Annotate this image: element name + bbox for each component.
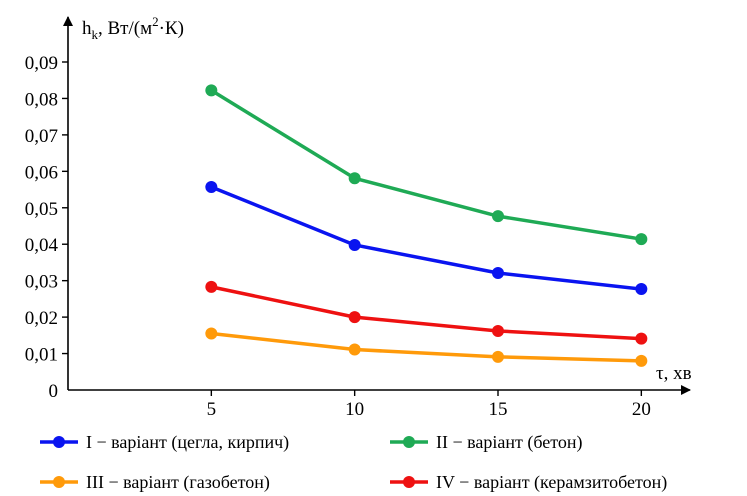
- y-tick-label: 0: [49, 381, 59, 402]
- legend-item: I − варіант (цегла, кирпич): [40, 432, 289, 453]
- legend: I − варіант (цегла, кирпич) II − варіант …: [40, 432, 667, 493]
- axes: [63, 16, 691, 395]
- data-point: [635, 283, 648, 296]
- legend-marker: [403, 436, 415, 448]
- data-point: [635, 354, 648, 367]
- legend-item: IV − варіант (керамзитобетон): [390, 472, 667, 493]
- x-tick-label: 15: [489, 399, 508, 420]
- series-layer: [205, 84, 648, 367]
- legend-label: II − варіант (бетон): [436, 432, 583, 453]
- y-tick-label: 0,04: [25, 235, 59, 256]
- x-tick-label: 5: [207, 399, 217, 420]
- data-point: [635, 233, 648, 246]
- series-1: [205, 181, 648, 296]
- y-tick-label: 0,02: [25, 308, 58, 329]
- data-point: [205, 327, 218, 340]
- y-axis-units-end: ·К): [159, 18, 184, 39]
- y-tick-label: 0,06: [25, 162, 58, 183]
- y-tick-label: 0,08: [25, 89, 58, 110]
- x-tick-label: 10: [345, 399, 364, 420]
- series-line: [210, 185, 642, 291]
- data-point: [348, 238, 361, 251]
- series-line: [210, 88, 642, 241]
- x-tick-label: 20: [632, 399, 651, 420]
- data-point: [348, 311, 361, 324]
- series-2: [205, 84, 648, 246]
- legend-item: III − варіант (газобетон): [40, 472, 270, 493]
- legend-marker: [53, 436, 65, 448]
- data-point: [205, 280, 218, 293]
- y-axis-symbol-subscript: k: [92, 27, 99, 42]
- series-4: [205, 280, 648, 345]
- legend-marker: [53, 476, 65, 488]
- legend-item: II − варіант (бетон): [390, 432, 583, 453]
- y-axis-title: hk, Вт/(м2·К): [82, 14, 184, 42]
- data-point: [635, 332, 648, 345]
- y-tick-label: 0,09: [25, 53, 58, 74]
- y-tick-label: 0,07: [25, 126, 58, 147]
- y-tick-label: 0,01: [25, 345, 58, 366]
- y-axis-units-superscript: 2: [152, 14, 159, 29]
- data-point: [492, 350, 504, 363]
- x-axis-ticks: 5 10 15 20: [207, 390, 651, 420]
- series-3: [205, 327, 648, 367]
- data-point: [492, 324, 504, 337]
- data-point: [348, 343, 361, 356]
- data-point: [492, 210, 504, 223]
- data-point: [348, 172, 361, 185]
- y-axis-units: , Вт/(м: [98, 18, 152, 39]
- legend-marker: [403, 476, 415, 488]
- data-point: [492, 267, 504, 280]
- y-axis-ticks: 0 0,01 0,02 0,03 0,04 0,05 0,06 0,07 0,08 0,09: [25, 53, 68, 402]
- y-tick-label: 0,05: [25, 199, 58, 220]
- series-line: [211, 331, 642, 363]
- data-point: [205, 181, 218, 194]
- y-tick-label: 0,03: [25, 272, 58, 293]
- legend-label: III − варіант (газобетон): [86, 472, 270, 493]
- legend-label: IV − варіант (керамзитобетон): [436, 472, 667, 493]
- y-axis-symbol: h: [82, 18, 92, 39]
- x-axis-title: τ, хв: [656, 363, 692, 384]
- series-line: [210, 285, 642, 341]
- legend-label: I − варіант (цегла, кирпич): [86, 432, 289, 453]
- data-point: [205, 84, 218, 97]
